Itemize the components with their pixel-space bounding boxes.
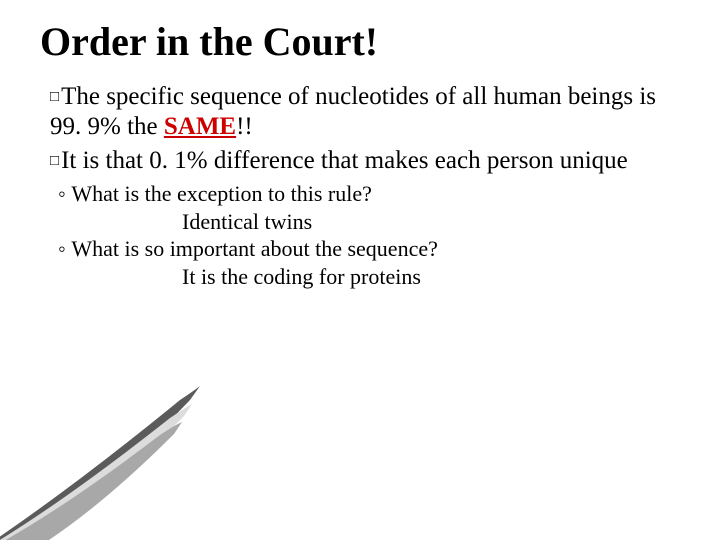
slide-title: Order in the Court!: [40, 20, 680, 64]
bullet-1: □The specific sequence of nucleotides of…: [40, 82, 680, 142]
corner-swoosh-icon: [0, 340, 300, 540]
sub-answer-1: Identical twins: [40, 208, 680, 236]
bullet-2: □It is that 0. 1% difference that makes …: [40, 146, 680, 176]
slide: Order in the Court! □The specific sequen…: [0, 0, 720, 540]
bullet-1-rest: specific sequence of nucleotides of all …: [50, 83, 656, 140]
square-bullet-icon: □: [50, 152, 59, 170]
square-bullet-icon: □: [50, 88, 59, 106]
bullet-2-prefix: It: [61, 147, 76, 174]
swoosh-stroke-3: [0, 422, 182, 540]
bullet-1-prefix: The: [61, 83, 100, 110]
sub-q1-text: What is the exception to this rule?: [71, 181, 372, 206]
bullet-1-suffix: !!: [236, 113, 253, 140]
swoosh-stroke-2: [0, 404, 192, 540]
bullet-1-emphasis: SAME: [164, 113, 236, 140]
sub-question-1: ◦ What is the exception to this rule?: [40, 180, 680, 208]
sub-q2-text: What is so important about the sequence?: [71, 236, 438, 261]
sub-question-2: ◦ What is so important about the sequenc…: [40, 235, 680, 263]
bullet-2-rest: is that 0. 1% difference that makes each…: [76, 147, 627, 174]
ring-bullet-icon: ◦: [58, 236, 66, 261]
ring-bullet-icon: ◦: [58, 181, 66, 206]
sub-answer-2: It is the coding for proteins: [40, 263, 680, 291]
swoosh-stroke-1: [0, 386, 200, 540]
